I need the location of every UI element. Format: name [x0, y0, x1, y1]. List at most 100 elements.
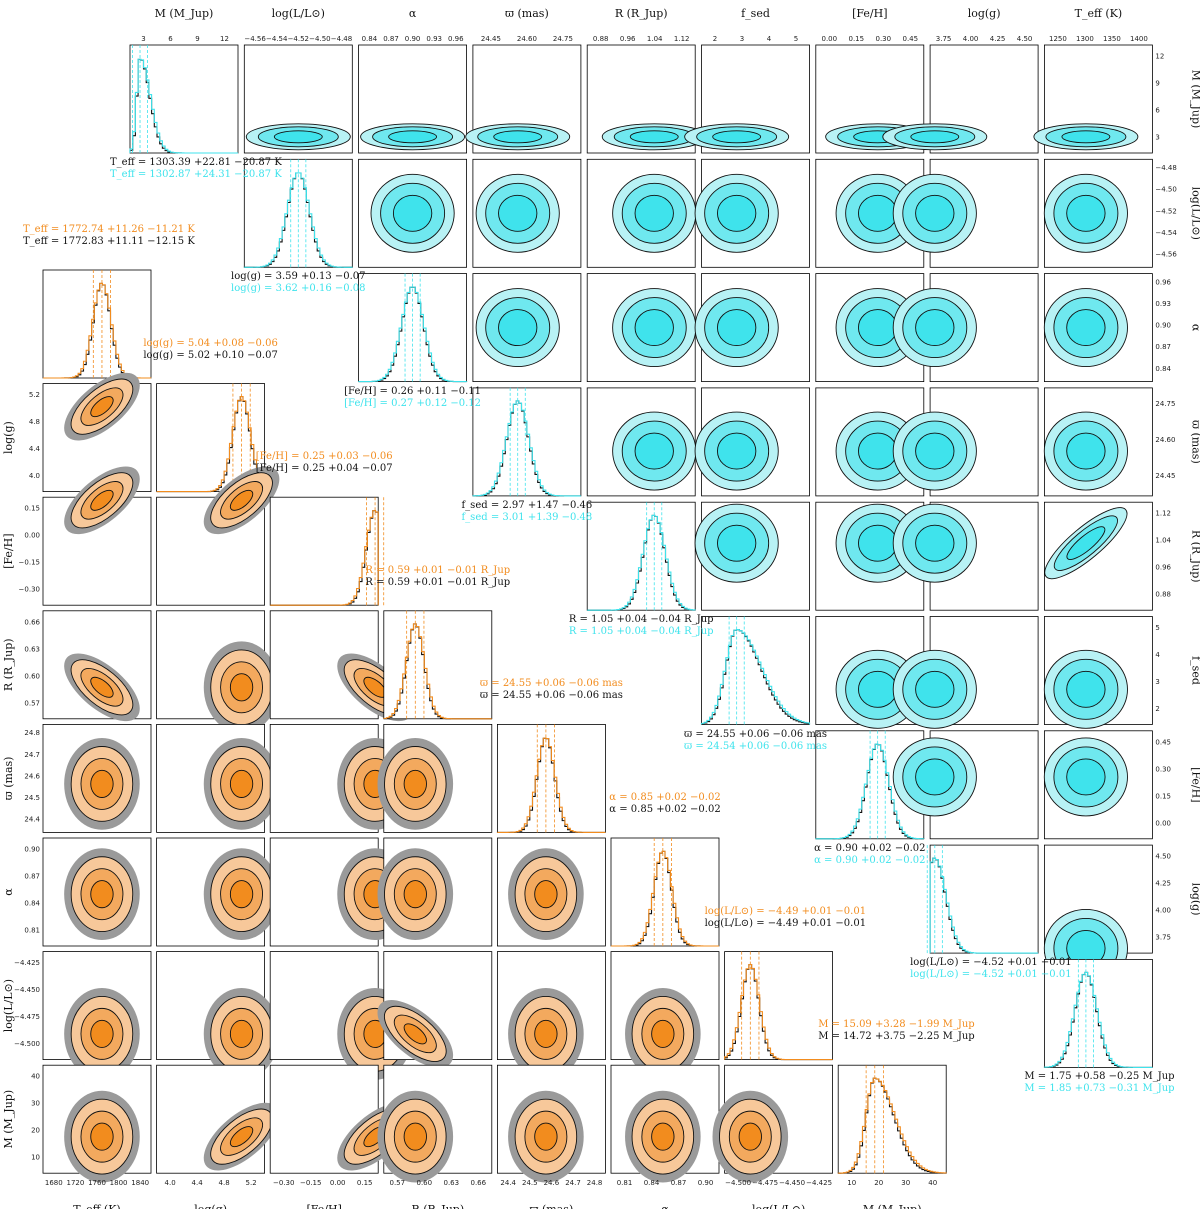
summary-cyan: α = 0.90 +0.02 −0.02	[814, 854, 926, 866]
summary-black: R = 1.05 +0.04 −0.04 R_Jup	[568, 614, 714, 626]
tick-label: 0.87	[383, 35, 399, 43]
lower-panel-5-1	[156, 837, 280, 947]
summary-cyan: log(g) = 3.62 +0.16 −0.08	[231, 283, 366, 295]
axis-label: R (R_Jup)	[2, 638, 15, 691]
tick-label: 24.5	[522, 1179, 538, 1187]
tick-label: 4.0	[29, 472, 40, 480]
tick-label: 0.81	[617, 1179, 633, 1187]
tick-label: 4.25	[990, 35, 1006, 43]
tick-label: 24.7	[24, 751, 40, 759]
tick-label: 24.45	[1155, 472, 1175, 480]
upper-panel-1-2	[358, 158, 468, 268]
tick-label: 0.15	[849, 35, 865, 43]
tick-label: 24.7	[565, 1179, 581, 1187]
upper-panel-1-8: −4.56 −4.54 −4.52 −4.50 −4.48 log(L/L⊙)	[1043, 158, 1200, 268]
tick-label: −4.56	[1155, 251, 1177, 259]
axis-label: M (M_Jup)	[863, 1203, 922, 1209]
lower-panel-5-3	[377, 837, 493, 947]
tick-label: 5	[1155, 624, 1159, 632]
lower-panel-5-0: 0.81 0.84 0.87 0.90 α	[2, 837, 152, 947]
tick-label: 24.4	[24, 816, 40, 824]
summary-lower-6: log(L/L⊙) = −4.49 +0.01 −0.01 log(L/L⊙) =…	[705, 906, 866, 930]
tick-label: 40	[31, 1073, 40, 1081]
axis-label: [Fe/H]	[2, 533, 15, 568]
upper-panel-1-6	[815, 158, 925, 268]
axis-label: α	[1189, 324, 1200, 332]
tick-label: 20	[874, 1179, 883, 1187]
tick-label: −4.52	[288, 35, 309, 43]
tick-label: 3	[141, 35, 145, 43]
axis-label: ϖ (mas)	[1189, 420, 1200, 464]
tick-label: 0.63	[444, 1179, 460, 1187]
axis-label: α	[2, 888, 15, 896]
upper-panel-2-8: 0.84 0.87 0.90 0.93 0.96 α	[1043, 273, 1200, 383]
tick-label: −4.54	[266, 35, 288, 43]
tick-label: −4.425	[806, 1179, 832, 1187]
summary-cyan: R = 1.05 +0.04 −0.04 R_Jup	[568, 626, 714, 638]
summary-lower-7: M = 15.09 +3.28 −1.99 M_Jup M = 14.72 +3.…	[818, 1019, 975, 1043]
tick-label: 24.60	[1155, 436, 1175, 444]
summary-orange: T_eff = 1772.74 +11.26 −11.21 K	[23, 224, 195, 235]
tick-label: 24.5	[24, 794, 40, 802]
tick-label: 1350	[1103, 35, 1121, 43]
tick-label: 0.00	[24, 532, 40, 540]
tick-label: 9	[195, 35, 199, 43]
upper-panel-0-8: 1250 1300 1350 1400 T_eff (K) 3 6 9 12 M (M_Jup)	[1033, 7, 1200, 154]
lower-panel-7-2: −0.30 −0.15 0.00 0.15 [Fe/H]	[269, 1064, 413, 1209]
axis-label: α	[409, 7, 417, 20]
lower-panel-6-0: −4.500 −4.475 −4.450 −4.425 log(L/L⊙)	[2, 951, 152, 1080]
tick-label: 1720	[66, 1179, 84, 1187]
summary-upper-0: T_eff = 1303.39 +22.81 −20.87 K T_eff = 1…	[110, 157, 282, 181]
lower-panel-5-5	[610, 837, 720, 947]
axis-label: f_sed	[1189, 656, 1200, 685]
tick-label: 0.87	[24, 873, 40, 881]
upper-panel-0-4: 0.88 0.96 1.04 1.12 R (R_Jup)	[586, 7, 707, 154]
tick-label: 0.96	[620, 35, 636, 43]
tick-label: 4.00	[1155, 907, 1171, 915]
summary-black: α = 0.90 +0.02 −0.02	[814, 842, 926, 854]
tick-label: 0.45	[1155, 738, 1171, 746]
summary-orange: α = 0.85 +0.02 −0.02	[609, 792, 721, 803]
summary-black: T_eff = 1772.83 +11.11 −12.15 K	[23, 236, 195, 247]
tick-label: 0.81	[24, 927, 40, 935]
tick-label: 0.93	[426, 35, 442, 43]
summary-black: ϖ = 24.55 +0.06 −0.06 mas	[479, 690, 623, 702]
tick-label: 3	[740, 35, 744, 43]
lower-panel-3-2	[269, 610, 413, 722]
upper-panel-7-7	[926, 844, 1039, 954]
tick-label: −4.450	[779, 1179, 805, 1187]
tick-label: 24.4	[500, 1179, 516, 1187]
summary-black: M = 1.75 +0.58 −0.25 M_Jup	[1024, 1071, 1175, 1083]
tick-label: 2	[713, 35, 717, 43]
tick-label: 4.00	[963, 35, 979, 43]
summary-black: R = 0.59 +0.01 −0.01 R_Jup	[365, 576, 511, 588]
summary-orange: ϖ = 24.55 +0.06 −0.06 mas	[479, 678, 623, 690]
tick-label: 24.6	[544, 1179, 560, 1187]
tick-label: 0.87	[671, 1179, 687, 1187]
tick-label: −4.475	[14, 1013, 40, 1021]
upper-panel-6-7	[892, 730, 1039, 840]
tick-label: 0.88	[593, 35, 609, 43]
upper-panel-0-7: 3.75 4.00 4.25 4.50 log(g)	[882, 7, 1039, 154]
lower-panel-6-3	[377, 951, 493, 1068]
axis-label: log(L/L⊙)	[1189, 187, 1200, 240]
tick-label: 10	[847, 1179, 856, 1187]
lower-panel-7-7: 10 20 30 40 M (M_Jup)	[837, 1064, 947, 1209]
summary-lower-4: ϖ = 24.55 +0.06 −0.06 mas ϖ = 24.55 +0.06…	[477, 678, 625, 702]
upper-panel-6-8: 0.00 0.15 0.30 0.45 [Fe/H]	[1043, 730, 1200, 840]
summary-upper-5: ϖ = 24.55 +0.06 −0.06 mas ϖ = 24.54 +0.06…	[682, 729, 830, 753]
summary-black: log(L/L⊙) = −4.52 +0.01 −0.01	[910, 957, 1072, 969]
tick-label: 0.15	[24, 505, 40, 513]
upper-panel-1-3	[472, 158, 582, 268]
tick-label: −4.50	[1155, 186, 1176, 194]
tick-label: 0.90	[24, 846, 40, 854]
summary-cyan: [Fe/H] = 0.27 +0.12 −0.12	[344, 397, 482, 409]
tick-label: −4.475	[752, 1179, 778, 1187]
lower-panel-3-3	[383, 610, 493, 720]
tick-label: 12	[220, 35, 229, 43]
summary-upper-4: R = 1.05 +0.04 −0.04 R_Jup R = 1.05 +0.04…	[567, 614, 715, 638]
axis-label: ϖ (mas)	[505, 7, 549, 20]
summary-orange: log(g) = 5.04 +0.08 −0.06	[143, 337, 278, 349]
lower-panel-4-1	[156, 724, 280, 833]
tick-label: 0.15	[1155, 792, 1171, 800]
